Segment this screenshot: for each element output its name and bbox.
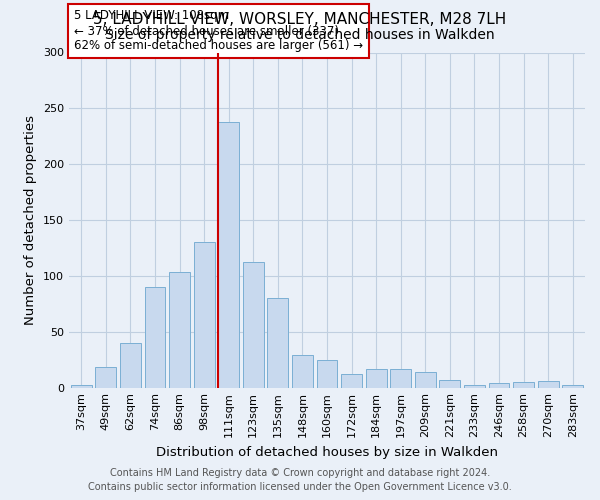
Bar <box>194 242 215 388</box>
Bar <box>218 122 239 388</box>
Y-axis label: Number of detached properties: Number of detached properties <box>25 115 37 325</box>
Bar <box>341 374 362 388</box>
Text: Contains HM Land Registry data © Crown copyright and database right 2024.
Contai: Contains HM Land Registry data © Crown c… <box>88 468 512 492</box>
Bar <box>464 386 485 388</box>
Bar <box>390 368 411 388</box>
Text: 5, LADYHILL VIEW, WORSLEY, MANCHESTER, M28 7LH: 5, LADYHILL VIEW, WORSLEY, MANCHESTER, M… <box>94 12 506 28</box>
Bar <box>488 383 509 388</box>
Bar <box>268 298 289 388</box>
Bar <box>365 368 386 388</box>
Bar <box>71 386 92 388</box>
Bar <box>415 372 436 388</box>
Bar <box>562 386 583 388</box>
Text: Size of property relative to detached houses in Walkden: Size of property relative to detached ho… <box>105 28 495 42</box>
Bar <box>538 381 559 388</box>
Bar <box>317 360 337 388</box>
Text: 5 LADYHILL VIEW: 108sqm
← 37% of detached houses are smaller (337)
62% of semi-d: 5 LADYHILL VIEW: 108sqm ← 37% of detache… <box>74 10 363 52</box>
Bar <box>95 368 116 388</box>
X-axis label: Distribution of detached houses by size in Walkden: Distribution of detached houses by size … <box>156 446 498 458</box>
Bar <box>243 262 264 388</box>
Bar <box>120 343 141 388</box>
Bar <box>292 355 313 388</box>
Bar <box>439 380 460 388</box>
Bar <box>169 272 190 388</box>
Bar <box>513 382 534 388</box>
Bar <box>145 287 166 388</box>
